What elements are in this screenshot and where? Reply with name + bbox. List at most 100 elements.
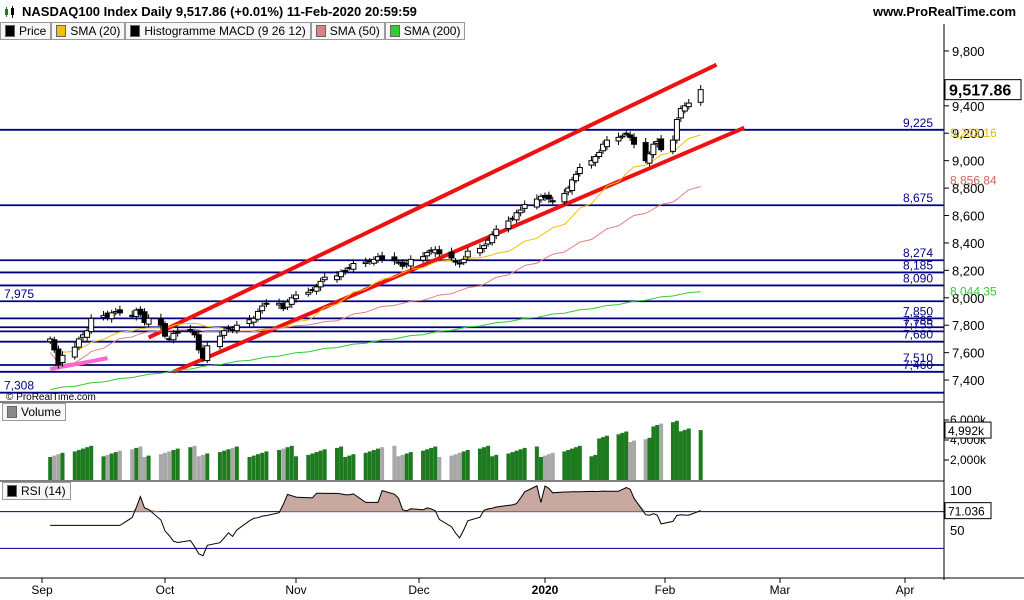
candle-body — [174, 331, 181, 334]
rsi-last-box — [944, 502, 992, 520]
candle-body — [112, 311, 119, 314]
x-tick-label: Oct — [156, 583, 175, 597]
candle-body — [399, 261, 406, 267]
candle-body — [493, 228, 500, 237]
candle-body — [100, 315, 107, 319]
candle-body — [362, 261, 369, 265]
candle-body — [517, 209, 524, 214]
sma200-swatch-icon — [389, 25, 400, 37]
volume-pane-label[interactable]: Volume — [2, 403, 67, 421]
volume-bar — [105, 454, 110, 480]
instrument-title: NASDAQ100 Index Daily 9,517.86 (+0.01%) … — [22, 4, 417, 19]
volume-bar — [314, 452, 319, 480]
volume-bar — [134, 447, 139, 480]
candle-body — [293, 294, 299, 300]
last-price-box — [944, 79, 1022, 101]
candle-body — [456, 262, 463, 265]
candle-body — [204, 345, 211, 362]
candle-body — [157, 317, 164, 326]
candle-body — [658, 138, 665, 151]
volume-bar — [226, 449, 231, 480]
candle-body — [391, 256, 398, 262]
sma50-line — [49, 186, 701, 365]
rsi-pane-label[interactable]: RSI (14) — [2, 482, 71, 500]
candle-body — [420, 256, 427, 261]
candle-body — [505, 220, 512, 229]
volume-bar — [380, 447, 385, 480]
sma-value-label: 8,044.35 — [950, 285, 997, 299]
candle-body — [88, 317, 95, 333]
candle-body — [187, 329, 194, 332]
volume-bar — [400, 454, 405, 480]
y-tick-label: 9,000 — [952, 154, 985, 169]
last-price-label: 9,517.86 — [949, 83, 1011, 100]
candle-body — [259, 305, 266, 312]
volume-bar — [632, 440, 637, 480]
candle-body — [47, 338, 54, 343]
volume-bar — [367, 451, 372, 480]
legend-label: Histogramme MACD (9 26 12) — [144, 24, 306, 38]
legend-item-sma50[interactable]: SMA (50) — [310, 22, 385, 40]
volume-bar — [624, 431, 629, 480]
candle-body — [407, 258, 414, 267]
volume-bar — [550, 452, 555, 480]
y-tick-label: 8,200 — [952, 263, 985, 278]
legend-item-macd-histogram[interactable]: Histogramme MACD (9 26 12) — [125, 22, 311, 40]
level-label: 8,090 — [903, 271, 933, 285]
volume-bar — [175, 448, 180, 480]
legend-item-price[interactable]: Price — [0, 22, 52, 40]
volume-bar — [425, 449, 430, 480]
volume-bar — [465, 450, 470, 480]
x-tick-label: Nov — [285, 583, 306, 597]
volume-tick-label: 2,000k — [950, 453, 987, 467]
candle-body — [116, 309, 123, 314]
volume-bar — [230, 447, 235, 480]
candle-body — [537, 195, 544, 201]
volume-bar — [601, 437, 606, 480]
volume-bar — [566, 450, 571, 480]
y-tick-label: 7,800 — [952, 318, 985, 333]
volume-bar — [453, 454, 458, 480]
candle-body — [545, 194, 552, 200]
volume-bar — [294, 456, 298, 480]
candle-body — [80, 334, 86, 338]
volume-bar — [651, 426, 656, 480]
volume-bar — [306, 454, 311, 480]
candle-body — [338, 271, 345, 278]
candle-body — [350, 263, 357, 270]
level-label: 7,975 — [4, 287, 34, 301]
rsi-overbought-fill — [50, 485, 701, 512]
candle-body — [145, 317, 152, 325]
volume-bar — [392, 445, 397, 480]
y-tick-label: 8,800 — [952, 181, 985, 196]
candle-body — [276, 302, 283, 306]
candle-body — [246, 319, 253, 325]
volume-bar — [60, 452, 65, 480]
candle-body — [75, 338, 82, 348]
x-tick-label: 2020 — [532, 583, 559, 597]
volume-bar — [604, 435, 609, 480]
volume-bar — [534, 446, 539, 480]
macd-swatch-icon — [130, 25, 141, 37]
candle-body — [162, 323, 168, 337]
volume-bar — [486, 445, 491, 480]
volume-bar — [655, 425, 660, 480]
site-url: www.ProRealTime.com — [872, 4, 1016, 19]
volume-bar — [396, 456, 401, 480]
legend-item-sma200[interactable]: SMA (200) — [384, 22, 466, 40]
volume-bar — [429, 447, 434, 480]
candle-body — [464, 250, 471, 258]
volume-bar — [674, 420, 679, 480]
volume-bar — [72, 451, 77, 480]
volume-bar — [318, 450, 323, 480]
copyright-text: © ProRealTime.com — [6, 392, 96, 403]
volume-bar — [56, 454, 61, 480]
volume-bar — [461, 451, 466, 480]
volume-bar — [371, 450, 376, 480]
candle-body — [619, 135, 626, 138]
candle-body — [313, 286, 320, 292]
volume-bar — [48, 457, 53, 480]
level-label: 8,185 — [903, 258, 933, 272]
legend-item-sma20[interactable]: SMA (20) — [51, 22, 126, 40]
